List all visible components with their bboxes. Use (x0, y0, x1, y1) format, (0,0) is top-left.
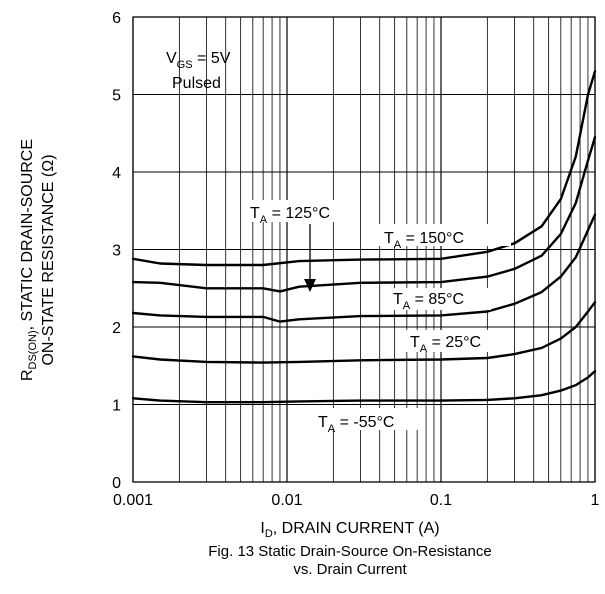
tick-labels: 0 1 2 3 4 5 6 0.001 0.01 0.1 1 (112, 10, 599, 509)
series-line-2 (131, 213, 597, 323)
y-tick-label: 0 (112, 475, 121, 492)
x-axis-label: ID, DRAIN CURRENT (A) (260, 520, 439, 540)
series-line-1 (131, 135, 597, 293)
series-line-4 (131, 370, 597, 404)
y-tick-label: 3 (112, 243, 121, 260)
y-axis-label-line2: ON-STATE RESISTANCE (Ω) (40, 154, 57, 365)
y-axis-label-line1: RDS(ON), STATIC DRAIN-SOURCE (19, 139, 39, 381)
series-label-150c: TA = 150°C (384, 230, 464, 251)
y-tick-label: 6 (112, 10, 121, 27)
curves (131, 70, 597, 404)
x-tick-label: 0.1 (430, 492, 452, 509)
x-tick-label: 0.01 (271, 492, 302, 509)
series-label-minus55c: TA = -55°C (318, 414, 394, 435)
figure-caption-line2: vs. Drain Current (293, 561, 407, 578)
y-tick-label: 4 (112, 165, 121, 182)
y-tick-label: 2 (112, 320, 121, 337)
y-tick-label: 1 (112, 398, 121, 415)
vgs-label: VGS = 5V (166, 50, 231, 71)
condition-label: VGS = 5V Pulsed (166, 50, 231, 92)
series-label-25c: TA = 25°C (410, 334, 481, 355)
series-labels: TA = 150°C TA = 125°C TA = 85°C TA = 25°… (245, 200, 511, 435)
series-line-0 (131, 70, 597, 267)
plot-frame (132, 16, 596, 483)
series-label-85c: TA = 85°C (393, 291, 464, 312)
series-label-125c: TA = 125°C (250, 205, 330, 226)
series-line-3 (131, 301, 597, 364)
annotation-arrow (304, 224, 316, 292)
pulsed-label: Pulsed (172, 75, 221, 92)
figure-caption-line1: Fig. 13 Static Drain-Source On-Resistanc… (208, 543, 491, 560)
y-tick-label: 5 (112, 88, 121, 105)
x-tick-label: 1 (591, 492, 600, 509)
x-tick-label: 0.001 (113, 492, 153, 509)
y-axis-label: RDS(ON), STATIC DRAIN-SOURCE ON-STATE RE… (19, 139, 57, 381)
